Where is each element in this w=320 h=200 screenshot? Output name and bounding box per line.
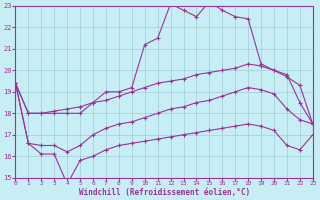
X-axis label: Windchill (Refroidissement éolien,°C): Windchill (Refroidissement éolien,°C) xyxy=(78,188,250,197)
